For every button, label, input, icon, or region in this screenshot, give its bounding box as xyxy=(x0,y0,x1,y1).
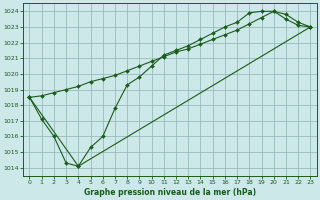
X-axis label: Graphe pression niveau de la mer (hPa): Graphe pression niveau de la mer (hPa) xyxy=(84,188,256,197)
